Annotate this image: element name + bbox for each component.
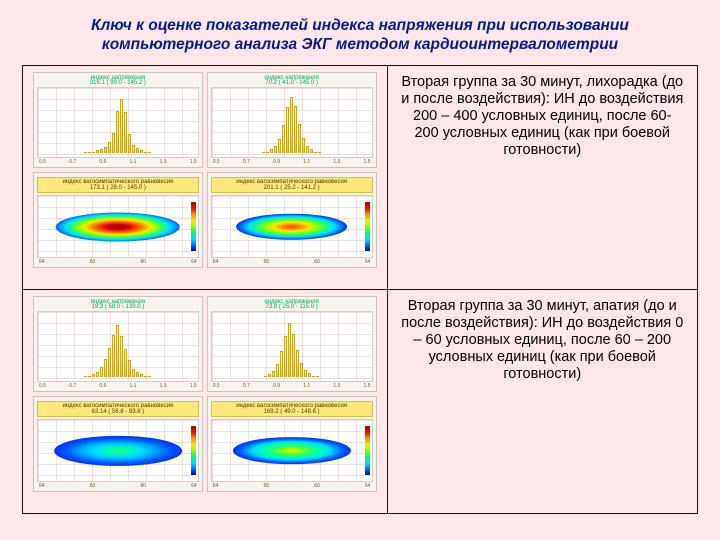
heat-sub: 169.2 ( 49.0 - 148.6 ): [214, 409, 370, 415]
x-axis-ticks: 0.50.70.91.11.31.5: [211, 383, 373, 389]
description-cell: Вторая группа за 30 минут, лихорадка (до…: [387, 65, 698, 289]
colorbar: [191, 426, 196, 474]
x-axis-ticks: 0.50.70.91.11.31.5: [37, 159, 199, 165]
x-axis-ticks: 0.50.70.91.11.31.5: [211, 159, 373, 165]
heat-sub: 201.1 ( 25.2 - 141.2 ): [214, 185, 370, 191]
table-row: индекс напряжения19.3 ( 58.0 - 139.0 )0.…: [23, 289, 698, 513]
heatmap-plot: [211, 195, 373, 257]
heat-sub: 63.14 ( 56.8 - 93.6 ): [40, 409, 196, 415]
panel-subtitle: 19.3 ( 58.0 - 139.0 ): [37, 304, 199, 310]
heat-sub: 173.1 ( 28.0 - 145.0 ): [40, 185, 196, 191]
colorbar: [365, 426, 370, 474]
heatmap-panel: индекс вагосимпатического равновесия63.1…: [33, 396, 203, 492]
page-title: Ключ к оценке показателей индекса напряж…: [40, 16, 680, 55]
description-text: Вторая группа за 30 минут, апатия (до и …: [398, 298, 688, 384]
histogram-panel: индекс напряжения70.2 ( 41.0 - 145.0 )0.…: [207, 72, 377, 168]
heat-x-axis: 64606064: [37, 259, 199, 265]
histogram-plot: [211, 87, 373, 157]
colorbar: [191, 202, 196, 250]
histogram-plot: [211, 311, 373, 381]
colorbar: [365, 202, 370, 250]
panel-subtitle: 316.1 ( 99.0 - 145.2 ): [37, 80, 199, 86]
heatmap-plot: [37, 195, 199, 257]
heatmap-panel: индекс вагосимпатического равновесия173.…: [33, 172, 203, 268]
heatmap-panel: индекс вагосимпатического равновесия169.…: [207, 396, 377, 492]
histogram-plot: [37, 311, 199, 381]
description-text: Вторая группа за 30 минут, лихорадка (до…: [398, 74, 688, 160]
heatmap-plot: [211, 419, 373, 481]
diagram-cell: индекс напряжения19.3 ( 58.0 - 139.0 )0.…: [23, 289, 388, 513]
panel-subtitle: 70.2 ( 41.0 - 145.0 ): [211, 80, 373, 86]
histogram-panel: индекс напряжения73.8 ( 25.0 - 115.0 )0.…: [207, 296, 377, 392]
description-cell: Вторая группа за 30 минут, апатия (до и …: [387, 289, 698, 513]
diagram-cell: индекс напряжения316.1 ( 99.0 - 145.2 )0…: [23, 65, 388, 289]
table-row: индекс напряжения316.1 ( 99.0 - 145.2 )0…: [23, 65, 698, 289]
heat-x-axis: 64606064: [37, 483, 199, 489]
heatmap-plot: [37, 419, 199, 481]
heatmap-panel: индекс вагосимпатического равновесия201.…: [207, 172, 377, 268]
histogram-panel: индекс напряжения19.3 ( 58.0 - 139.0 )0.…: [33, 296, 203, 392]
histogram-panel: индекс напряжения316.1 ( 99.0 - 145.2 )0…: [33, 72, 203, 168]
heat-x-axis: 64606064: [211, 483, 373, 489]
main-table: индекс напряжения316.1 ( 99.0 - 145.2 )0…: [22, 65, 698, 514]
panel-subtitle: 73.8 ( 25.0 - 115.0 ): [211, 304, 373, 310]
heat-x-axis: 64606064: [211, 259, 373, 265]
histogram-plot: [37, 87, 199, 157]
x-axis-ticks: 0.50.70.91.11.31.5: [37, 383, 199, 389]
